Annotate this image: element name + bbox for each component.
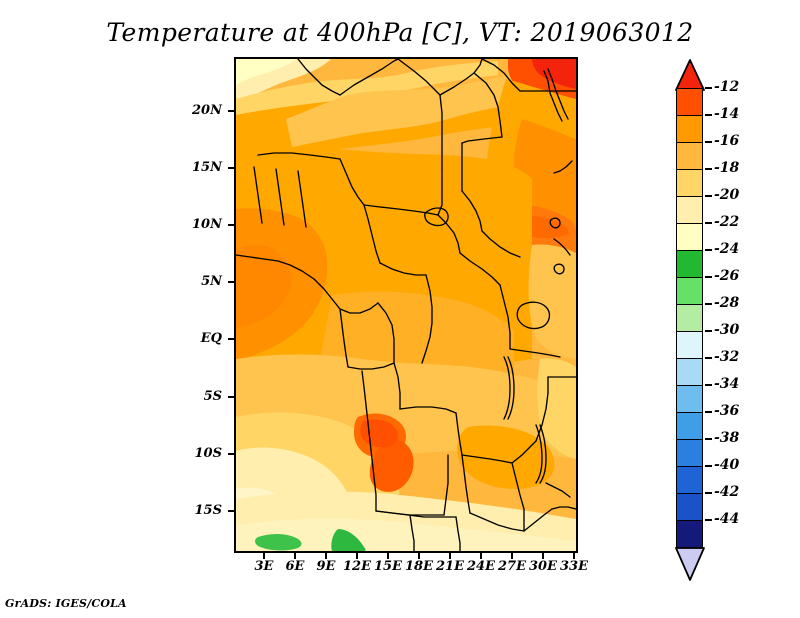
colorbar-band	[676, 88, 703, 116]
y-tick	[228, 110, 234, 112]
colorbar-label-n42: -42	[714, 484, 740, 500]
colorbar-band	[676, 196, 703, 224]
colorbar-band	[676, 385, 703, 413]
colorbar-tick	[705, 411, 712, 413]
x-axis-label-3e: 3E	[254, 559, 274, 574]
y-axis-label-10s: 10S	[194, 446, 222, 461]
colorbar-band	[676, 493, 703, 521]
colorbar-tick	[705, 222, 712, 224]
x-axis-label-15e: 15E	[374, 559, 402, 574]
y-axis-label-5n: 5N	[201, 274, 222, 289]
y-axis-label-eq: EQ	[200, 331, 222, 346]
colorbar-tick	[705, 114, 712, 116]
colorbar-label-n34: -34	[714, 376, 740, 392]
colorbar-band	[676, 277, 703, 305]
x-tick	[542, 553, 544, 559]
colorbar-label-n32: -32	[714, 349, 740, 365]
y-tick	[228, 396, 234, 398]
colorbar-band	[676, 331, 703, 359]
y-tick	[228, 281, 234, 283]
y-tick	[228, 224, 234, 226]
x-tick	[573, 553, 575, 559]
colorbar-band	[676, 250, 703, 278]
x-axis-label-33e: 33E	[560, 559, 588, 574]
y-axis-label-15n: 15N	[192, 160, 222, 175]
x-axis-label-12e: 12E	[343, 559, 371, 574]
colorbar-band	[676, 304, 703, 332]
colorbar-band	[676, 466, 703, 494]
colorbar-tick	[705, 141, 712, 143]
colorbar-band	[676, 520, 703, 548]
colorbar-label-n30: -30	[714, 322, 740, 338]
colorbar-band	[676, 115, 703, 143]
x-tick	[263, 553, 265, 559]
colorbar-tick	[705, 303, 712, 305]
colorbar-tick	[705, 492, 712, 494]
x-tick	[511, 553, 513, 559]
y-tick	[228, 338, 234, 340]
colorbar-tick	[705, 249, 712, 251]
y-axis-label-5s: 5S	[203, 389, 222, 404]
x-axis-label-24e: 24E	[467, 559, 495, 574]
y-axis-label-10n: 10N	[192, 217, 222, 232]
colorbar: -12 -14 -16 -18 -20 -22 -24 -26 -28 -30 …	[670, 57, 794, 581]
colorbar-tick	[705, 168, 712, 170]
colorbar-label-n12: -12	[714, 79, 740, 95]
temperature-field	[236, 59, 576, 551]
colorbar-label-n22: -22	[714, 214, 740, 230]
x-axis-label-21e: 21E	[436, 559, 464, 574]
x-axis-label-6e: 6E	[285, 559, 305, 574]
colorbar-label-n16: -16	[714, 133, 740, 149]
y-axis-label-20n: 20N	[192, 103, 222, 118]
x-tick	[418, 553, 420, 559]
colorbar-tick	[705, 465, 712, 467]
colorbar-label-n36: -36	[714, 403, 740, 419]
y-tick	[228, 453, 234, 455]
y-tick	[228, 167, 234, 169]
colorbar-tick	[705, 384, 712, 386]
colorbar-tick	[705, 195, 712, 197]
x-tick	[387, 553, 389, 559]
colorbar-band	[676, 439, 703, 467]
x-axis-label-30e: 30E	[529, 559, 557, 574]
y-tick	[228, 510, 234, 512]
colorbar-tick	[705, 357, 712, 359]
colorbar-band	[676, 142, 703, 170]
y-axis-label-15s: 15S	[194, 503, 222, 518]
x-axis-label-27e: 27E	[498, 559, 526, 574]
x-tick	[356, 553, 358, 559]
x-tick	[449, 553, 451, 559]
grads-credit: GrADS: IGES/COLA	[5, 597, 127, 610]
colorbar-label-n38: -38	[714, 430, 740, 446]
colorbar-tick	[705, 438, 712, 440]
colorbar-tick	[705, 87, 712, 89]
colorbar-tick	[705, 519, 712, 521]
x-axis-label-18e: 18E	[405, 559, 433, 574]
colorbar-label-n40: -40	[714, 457, 740, 473]
colorbar-band	[676, 358, 703, 386]
colorbar-label-n24: -24	[714, 241, 740, 257]
colorbar-tick	[705, 330, 712, 332]
colorbar-band	[676, 169, 703, 197]
colorbar-label-n26: -26	[714, 268, 740, 284]
map-plot-area	[234, 57, 578, 553]
x-tick	[480, 553, 482, 559]
colorbar-label-n28: -28	[714, 295, 740, 311]
colorbar-label-n20: -20	[714, 187, 740, 203]
colorbar-band	[676, 412, 703, 440]
colorbar-label-n44: -44	[714, 511, 740, 527]
x-axis-label-9e: 9E	[316, 559, 336, 574]
colorbar-band	[676, 223, 703, 251]
colorbar-label-n14: -14	[714, 106, 740, 122]
x-tick	[294, 553, 296, 559]
colorbar-label-n18: -18	[714, 160, 740, 176]
colorbar-extend-low-arrow	[675, 547, 705, 581]
page-title: Temperature at 400hPa [C], VT: 201906301…	[106, 18, 694, 47]
colorbar-tick	[705, 276, 712, 278]
x-tick	[325, 553, 327, 559]
